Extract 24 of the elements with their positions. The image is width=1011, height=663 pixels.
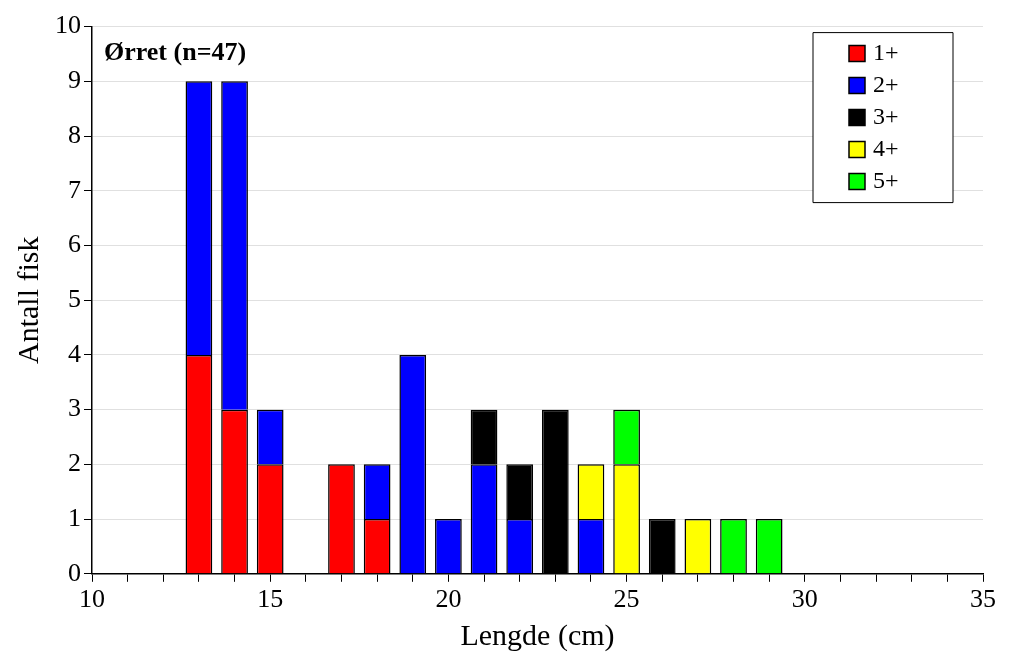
legend-label: 4+ <box>873 134 899 161</box>
y-tick-label: 3 <box>68 393 81 423</box>
y-tick-label: 2 <box>68 448 81 478</box>
x-tick-label: 35 <box>970 584 996 614</box>
legend-label: 2+ <box>873 70 899 97</box>
y-tick-label: 9 <box>68 65 81 95</box>
chart-title: Ørret (n=47) <box>104 37 247 67</box>
legend-label: 3+ <box>873 102 899 129</box>
y-tick-label: 4 <box>68 338 81 368</box>
y-tick-label: 1 <box>68 502 81 532</box>
x-tick-label: 25 <box>613 584 640 614</box>
y-tick-label: 8 <box>68 119 81 149</box>
y-tick-label: 10 <box>55 10 81 40</box>
legend-label: 5+ <box>873 166 899 193</box>
y-tick-label: 7 <box>68 174 81 204</box>
x-axis-title: Lengde (cm) <box>460 617 615 652</box>
x-tick-label: 30 <box>791 584 818 614</box>
legend-label: 1+ <box>873 38 899 65</box>
x-tick-label: 20 <box>435 584 462 614</box>
y-axis-title: Antall fisk <box>10 236 44 364</box>
y-tick-label: 5 <box>68 284 81 314</box>
y-tick-label: 6 <box>68 229 81 259</box>
x-tick-label: 15 <box>257 584 284 614</box>
y-tick-label: 0 <box>68 557 81 587</box>
